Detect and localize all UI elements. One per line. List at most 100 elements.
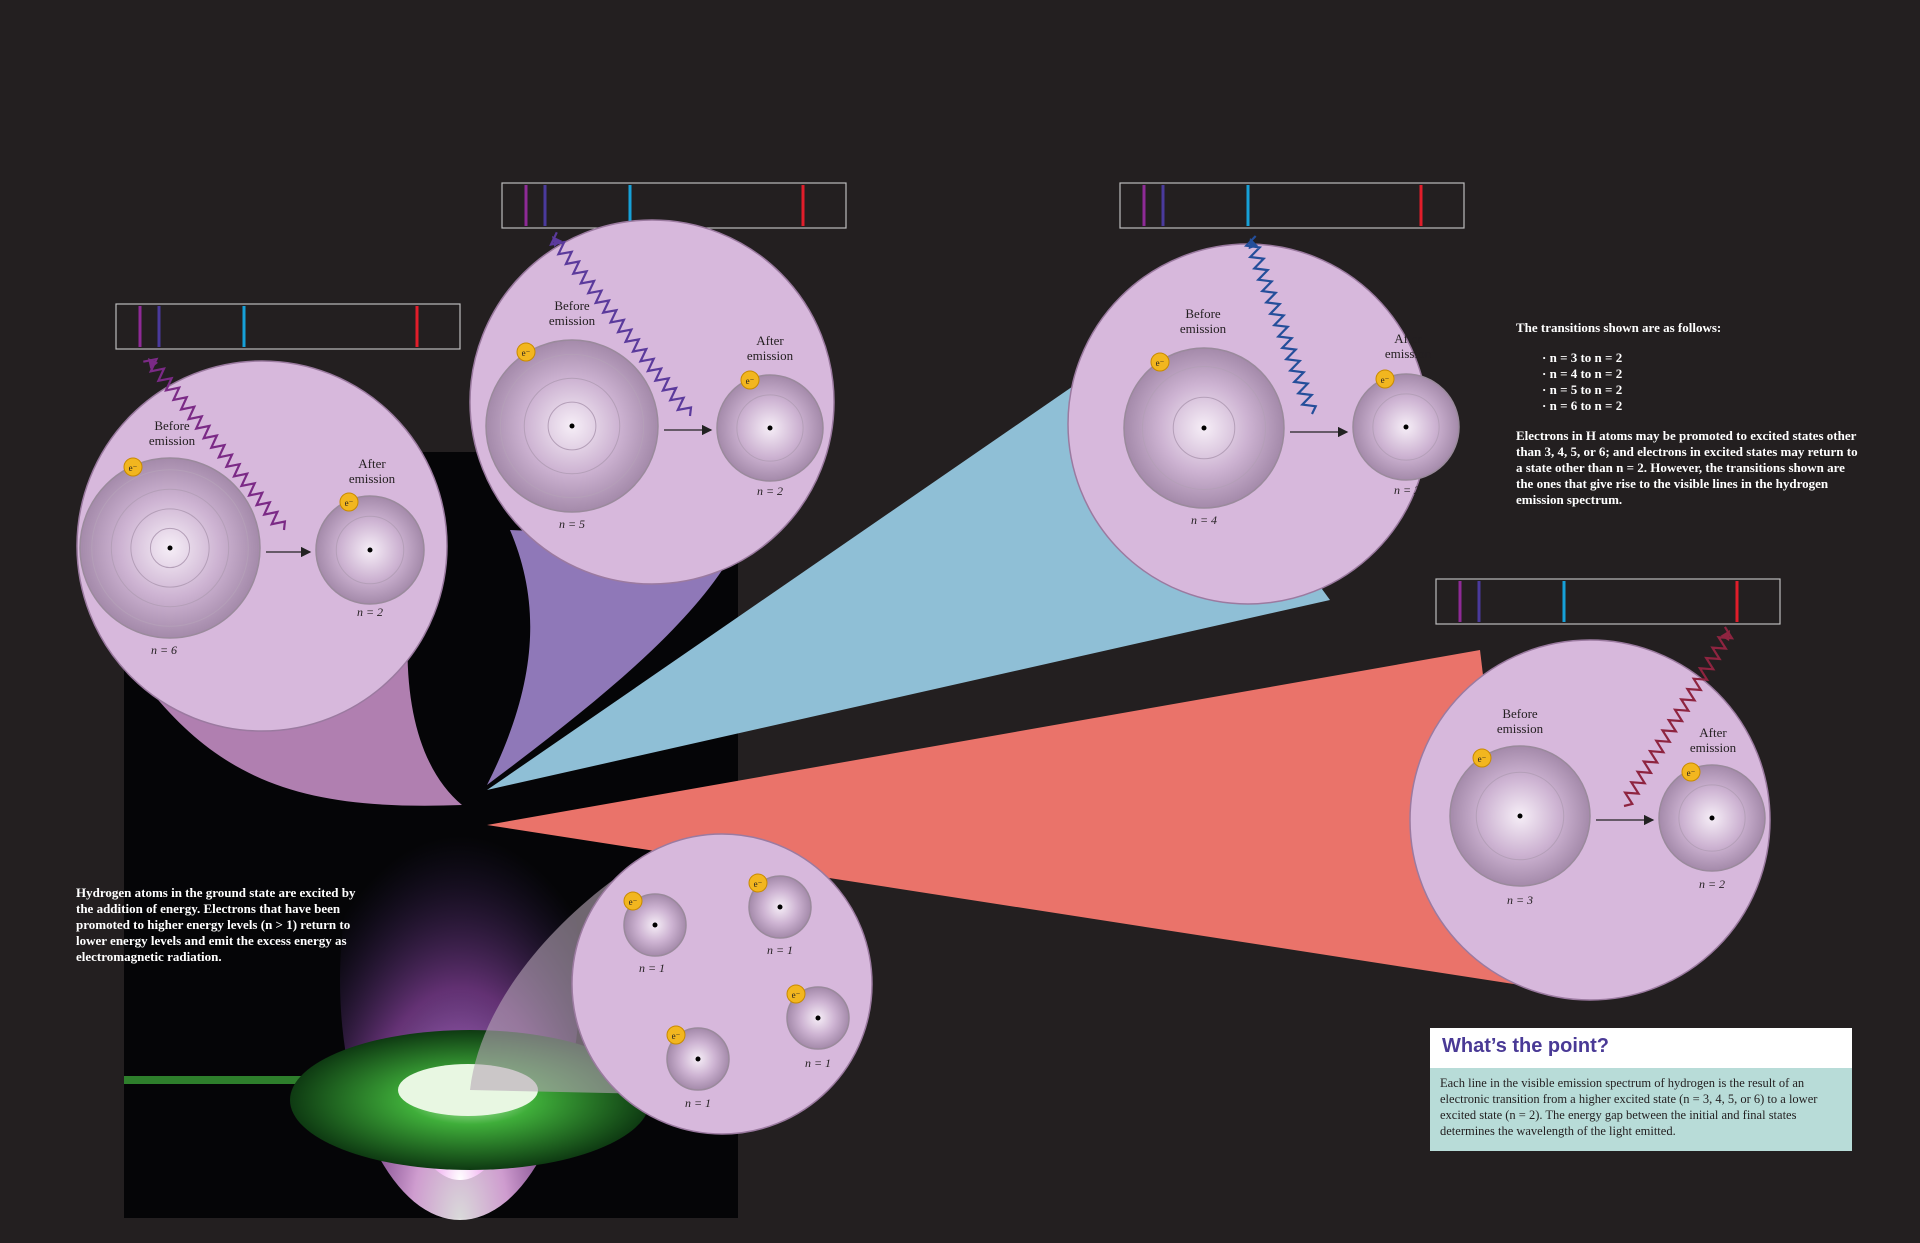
- electron-dot: [1375, 369, 1395, 389]
- transitions-title: The transitions shown are as follows:: [1516, 320, 1722, 335]
- point-header: What’s the point?: [1430, 1028, 1852, 1068]
- electron: e⁻: [339, 492, 359, 512]
- emitted-photon: [143, 357, 287, 531]
- electron-label: e⁻: [672, 1031, 681, 1041]
- spectrum-frame: [501, 182, 847, 229]
- energy-level-ring: [547, 401, 597, 451]
- ground-state-atom: e⁻: [748, 873, 812, 939]
- before-label: Before: [154, 418, 190, 433]
- atom-before: e⁻: [79, 457, 261, 639]
- ground-state-atom: e⁻: [666, 1025, 730, 1091]
- atom-after: e⁻: [1352, 369, 1460, 481]
- intro-text: Hydrogen atoms in the ground state are e…: [76, 885, 356, 964]
- transitions-note: Electrons in H atoms may be promoted to …: [1516, 428, 1858, 507]
- nucleus: [695, 1056, 701, 1062]
- ground-level-label: n = 1: [639, 961, 665, 975]
- transition-item: · n = 5 to n = 2: [1542, 382, 1623, 397]
- energy-level-ring: [149, 527, 191, 569]
- atom-after: e⁻: [1658, 762, 1766, 872]
- emitted-photon: [549, 231, 693, 417]
- before-label: emission: [1497, 721, 1544, 736]
- electron-dot: [666, 1025, 686, 1045]
- ground-level-label: n = 1: [767, 943, 793, 957]
- electron: e⁻: [1681, 762, 1701, 782]
- spectrum-bar: [1435, 578, 1781, 625]
- emitted-photon: [1622, 626, 1735, 808]
- initial-level-label: n = 3: [1507, 893, 1533, 907]
- spectrum-bar: [1119, 182, 1465, 229]
- bubble-circle: [571, 833, 873, 1135]
- spectrum-frame: [1435, 578, 1781, 625]
- electron-label: e⁻: [345, 498, 354, 508]
- energy-level-ring: [499, 353, 645, 499]
- before-label: emission: [149, 433, 196, 448]
- electron-label: e⁻: [1381, 375, 1390, 385]
- nucleus: [367, 547, 373, 553]
- nucleus: [767, 425, 773, 431]
- energy-level-ring: [523, 377, 621, 475]
- atom-before: e⁻: [1449, 745, 1591, 887]
- photon-arrowhead: [552, 236, 563, 247]
- electron-label: e⁻: [1687, 768, 1696, 778]
- electron: e⁻: [748, 873, 768, 893]
- point-text: Each line in the visible emission spectr…: [1440, 1076, 1818, 1138]
- after-label: emission: [747, 348, 794, 363]
- nucleus: [652, 922, 658, 928]
- after-label: After: [358, 456, 386, 471]
- after-label: emission: [1385, 346, 1432, 361]
- after-label: emission: [1690, 740, 1737, 755]
- after-label: emission: [349, 471, 396, 486]
- atom-before: e⁻: [1123, 347, 1285, 509]
- electron-label: e⁻: [1156, 358, 1165, 368]
- transition-item: · n = 6 to n = 2: [1542, 398, 1623, 413]
- electron-dot: [748, 873, 768, 893]
- electron: e⁻: [740, 370, 760, 390]
- atom-after: e⁻: [315, 492, 425, 605]
- photon-wave: [549, 231, 693, 417]
- after-label: After: [1394, 331, 1422, 346]
- electron: e⁻: [123, 457, 143, 477]
- atom-after: e⁻: [716, 370, 824, 482]
- photon-wave: [1243, 235, 1318, 415]
- ground-state-atom: e⁻: [623, 891, 687, 957]
- transition-item: · n = 3 to n = 2: [1542, 350, 1623, 365]
- transitions-list: · n = 3 to n = 2 · n = 4 to n = 2 · n = …: [1542, 350, 1622, 414]
- final-level-label: n = 2: [357, 605, 383, 619]
- energy-level-ring: [130, 508, 210, 588]
- electron-label: e⁻: [754, 879, 763, 889]
- energy-level-ring: [335, 515, 405, 585]
- electron-label: e⁻: [1478, 754, 1487, 764]
- electron: e⁻: [666, 1025, 686, 1045]
- cone-n5: [487, 530, 740, 785]
- nucleus: [777, 904, 783, 910]
- ground-state-bubble: e⁻ n = 1 e⁻ n = 1 e⁻ n = 1 e⁻ n = 1: [571, 833, 873, 1135]
- energy-level-ring: [1475, 771, 1565, 861]
- nucleus: [815, 1015, 821, 1021]
- after-label: After: [756, 333, 784, 348]
- whats-the-point-box: What’s the point? Each line in the visib…: [1430, 1028, 1852, 1151]
- energy-level-ring: [1678, 784, 1746, 852]
- electron-dot: [1681, 762, 1701, 782]
- photon-wave: [1622, 626, 1735, 808]
- energy-level-ring: [1141, 365, 1267, 491]
- atom-before: e⁻: [485, 339, 659, 513]
- photon-arrowhead: [1248, 238, 1258, 250]
- electron-label: e⁻: [792, 990, 801, 1000]
- electron-dot: [1472, 748, 1492, 768]
- ground-level-label: n = 1: [805, 1056, 831, 1070]
- photon-arrowhead: [1720, 630, 1730, 642]
- before-label: Before: [1502, 706, 1538, 721]
- final-level-label: n = 2: [1699, 877, 1725, 891]
- spectrum-frame: [1119, 182, 1465, 229]
- final-level-label: n = 2: [757, 484, 783, 498]
- electron: e⁻: [1375, 369, 1395, 389]
- point-title: What’s the point?: [1442, 1035, 1610, 1057]
- photon-wave: [143, 357, 287, 531]
- energy-level-ring: [736, 394, 804, 462]
- electron: e⁻: [623, 891, 643, 911]
- electron: e⁻: [786, 984, 806, 1004]
